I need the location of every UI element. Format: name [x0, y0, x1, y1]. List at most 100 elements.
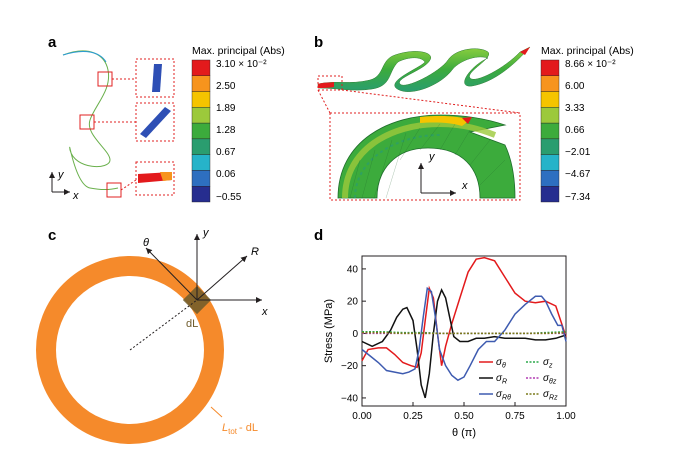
panel-b: b y x Max. principal (Abs) 8.66	[314, 34, 634, 203]
cbarB-swatch	[540, 91, 560, 108]
panel-a-select-box-2	[79, 114, 95, 130]
panel-b-connector-right	[341, 89, 521, 114]
panel-b-ribbon-tip	[520, 47, 530, 55]
panel-b-legend-value-3: 0.66	[565, 125, 585, 136]
panel-a-legend-value-1: 2.50	[216, 81, 236, 92]
y-tick-label: −40	[341, 393, 358, 404]
legend-label-Rz: σRz	[543, 389, 558, 402]
y-tick-label: −20	[341, 361, 358, 372]
panel-a-x-label: x	[72, 190, 79, 202]
panel-a-legend-value-3: 1.28	[216, 125, 236, 136]
x-tick-label: 0.75	[505, 411, 525, 422]
panel-b-zoom-arch	[337, 114, 516, 199]
panel-b-ribbon	[317, 46, 531, 92]
panel-a-letter: a	[48, 34, 57, 51]
panel-a-select-box-3	[106, 182, 122, 198]
cbarA-swatch	[191, 122, 211, 140]
panel-a-zoom-element-1	[152, 64, 162, 92]
panel-b-x-label: x	[461, 180, 468, 192]
panel-c-Ltot-label: Ltot - dL	[222, 422, 258, 436]
panel-a-legend-value-6: −0.55	[216, 192, 242, 203]
cbarA-swatch	[191, 138, 211, 155]
cbarB-swatch	[540, 59, 560, 76]
panel-c-letter: c	[48, 227, 56, 244]
panel-c-R-label: R	[251, 246, 259, 258]
panel-a-legend-title: Max. principal (Abs)	[192, 45, 285, 57]
legend-label-z: σz	[543, 357, 553, 370]
panel-d: d 0.00 0.25 0.50 0.75 1.00 −40 −20 0 20 40 θ (π) St…	[314, 227, 576, 439]
chart-frame	[361, 255, 567, 407]
panel-b-mesh	[349, 123, 506, 199]
series-line-R	[361, 288, 567, 399]
cbarB-swatch	[540, 154, 560, 171]
panel-b-select-box	[317, 75, 343, 91]
series-line-Rz	[362, 331, 567, 335]
panel-a-zoom-box-3	[135, 161, 175, 196]
panel-b-legend-value-6: −7.34	[565, 192, 591, 203]
panel-d-chart: 0.00 0.25 0.50 0.75 1.00 −40 −20 0 20 40 θ (π) Stre…	[323, 255, 576, 439]
panel-b-legend-title: Max. principal (Abs)	[541, 45, 634, 57]
cbarB-swatch	[540, 75, 560, 92]
y-tick-label: 0	[352, 329, 358, 340]
cbarA-swatch	[191, 59, 211, 76]
panel-b-connector-left	[317, 89, 331, 114]
panel-a-legend-value-0: 3.10 × 10⁻²	[216, 59, 267, 70]
y-tick-label: 20	[347, 297, 359, 308]
x-tick-label: 1.00	[556, 411, 576, 422]
cbarA-swatch	[191, 170, 211, 187]
cbarB-swatch	[540, 107, 560, 124]
panel-b-legend-value-0: 8.66 × 10⁻²	[565, 59, 616, 70]
panel-a-legend-value-2: 1.89	[216, 103, 236, 114]
panel-d-letter: d	[314, 227, 323, 244]
panel-a-serpentine	[62, 50, 119, 190]
panel-a-colorbar	[191, 59, 211, 203]
x-tick-label: 0.50	[454, 411, 474, 422]
panel-c-theta-arrow	[145, 247, 198, 301]
panel-a-y-label: y	[57, 169, 65, 181]
x-axis-label: θ (π)	[452, 427, 476, 439]
panel-a-legend-value-5: 0.06	[216, 169, 236, 180]
panel-b-legend-value-1: 6.00	[565, 81, 585, 92]
panel-c-Ltot-leader	[210, 406, 223, 418]
panel-b-legend-value-4: −2.01	[565, 147, 591, 158]
cbarA-swatch	[191, 107, 211, 124]
cbarB-swatch	[540, 186, 560, 203]
legend-label-θ: σθ	[496, 357, 506, 370]
series-line-Rθ	[361, 286, 567, 382]
y-axis-label: Stress (MPa)	[323, 299, 335, 363]
panel-a-select-box-1	[97, 71, 113, 87]
panel-c-x-label: x	[261, 306, 268, 318]
cbarA-swatch	[191, 186, 211, 203]
panel-b-legend-value-5: −4.67	[565, 169, 591, 180]
panel-a-colorbar-labels: 3.10 × 10⁻² 2.50 1.89 1.28 0.67 0.06 −0.…	[216, 59, 267, 203]
x-tick-label: 0.00	[352, 411, 372, 422]
y-tick-label: 40	[347, 264, 359, 275]
panel-a-zoom-box-1	[135, 58, 175, 98]
panel-b-colorbar	[540, 59, 560, 203]
panel-a-zoom-element-3-tip	[160, 172, 172, 181]
panel-a-connector-3	[120, 179, 137, 191]
panel-c-dL-label: dL	[186, 318, 198, 330]
panel-a: a y x Max. principal (Abs) 3.10 × 10⁻² 2…	[48, 34, 285, 203]
legend-label-Rθ: σRθ	[496, 389, 511, 402]
panel-c-radius-line	[129, 299, 198, 351]
x-tick-label: 0.25	[403, 411, 423, 422]
cbarA-swatch	[191, 75, 211, 92]
legend-label-θz: σθz	[543, 373, 557, 386]
panel-c: c θ y R x dL Ltot - dL	[36, 227, 268, 444]
cbarA-swatch	[191, 91, 211, 108]
panel-a-serpentine-start	[62, 51, 107, 63]
panel-a-zoom-box-2	[135, 102, 175, 142]
panel-b-legend-value-2: 3.33	[565, 103, 585, 114]
cbarB-swatch	[540, 138, 560, 155]
cbarB-swatch	[540, 170, 560, 187]
panel-c-ring	[36, 256, 224, 444]
series-line-θ	[361, 256, 567, 369]
legend-label-R: σR	[496, 373, 507, 386]
panel-b-y-label: y	[428, 151, 436, 163]
panel-a-zoom-element-2	[140, 107, 171, 138]
panel-b-colorbar-labels: 8.66 × 10⁻² 6.00 3.33 0.66 −2.01 −4.67 −…	[565, 59, 616, 203]
cbarB-swatch	[540, 122, 560, 140]
panel-b-letter: b	[314, 34, 323, 51]
